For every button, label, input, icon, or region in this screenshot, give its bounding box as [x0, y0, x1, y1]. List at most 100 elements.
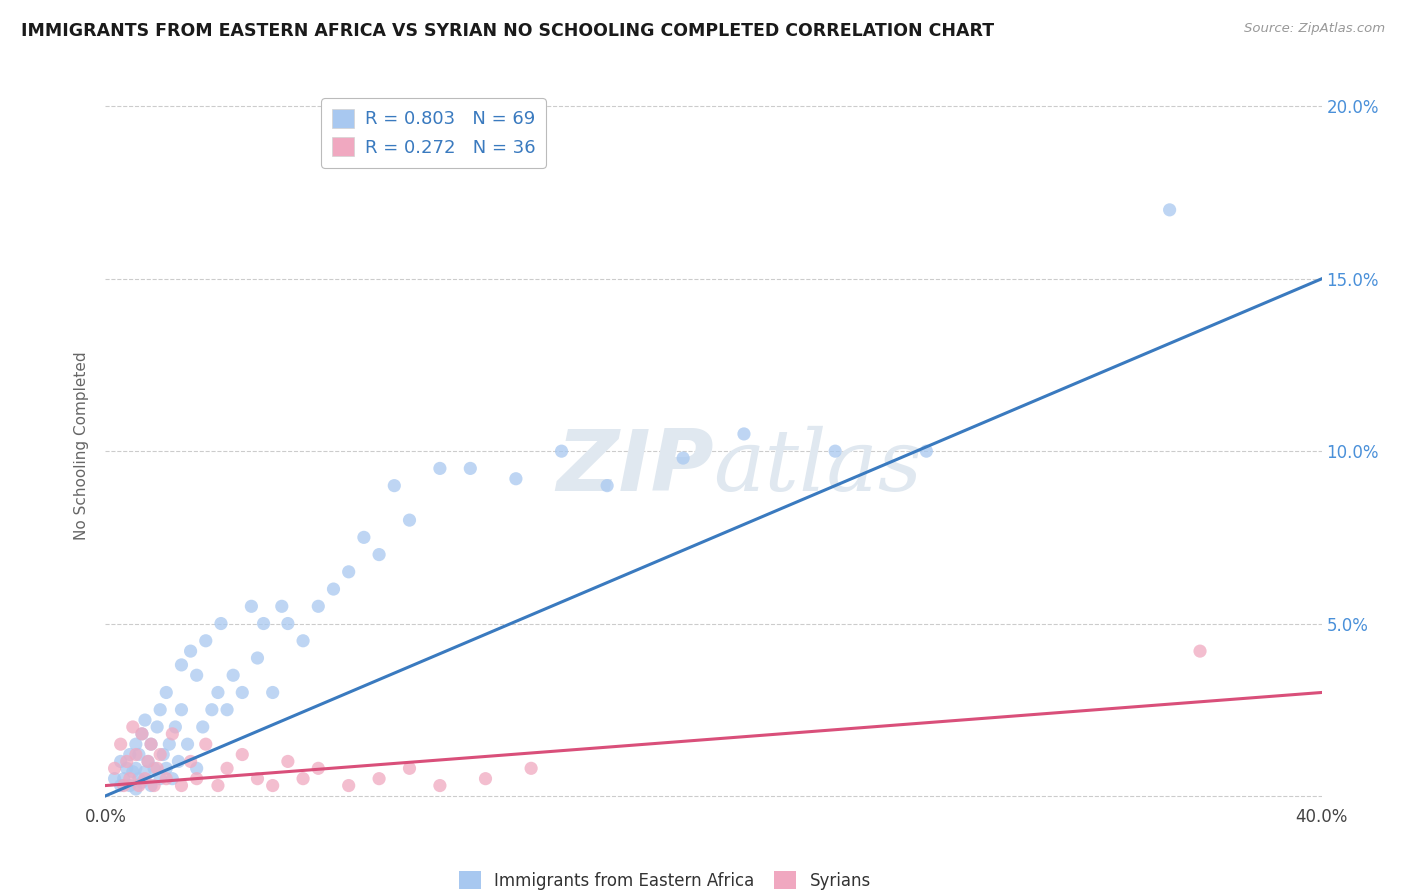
Point — [505, 472, 527, 486]
Y-axis label: No Schooling Completed: No Schooling Completed — [75, 351, 90, 541]
Point — [1159, 202, 1181, 217]
Point — [207, 685, 229, 699]
Point — [118, 779, 141, 793]
Point — [139, 737, 162, 751]
Point — [103, 761, 125, 775]
Point — [121, 720, 143, 734]
Point — [186, 668, 208, 682]
Point — [131, 775, 153, 789]
Point — [231, 747, 253, 762]
Point — [110, 737, 132, 751]
Point — [240, 599, 263, 614]
Point — [157, 737, 180, 751]
Point — [217, 703, 239, 717]
Point — [1188, 644, 1211, 658]
Point — [252, 616, 274, 631]
Point — [118, 747, 141, 762]
Point — [149, 747, 172, 762]
Point — [520, 761, 543, 775]
Point — [136, 755, 159, 769]
Point — [155, 761, 177, 775]
Point — [429, 461, 451, 475]
Point — [136, 755, 159, 769]
Point — [155, 685, 177, 699]
Point — [121, 764, 143, 779]
Legend: Immigrants from Eastern Africa, Syrians: Immigrants from Eastern Africa, Syrians — [453, 864, 877, 892]
Point — [165, 720, 187, 734]
Point — [152, 747, 174, 762]
Point — [217, 761, 239, 775]
Point — [246, 772, 269, 786]
Point — [398, 513, 420, 527]
Text: IMMIGRANTS FROM EASTERN AFRICA VS SYRIAN NO SCHOOLING COMPLETED CORRELATION CHAR: IMMIGRANTS FROM EASTERN AFRICA VS SYRIAN… — [21, 22, 994, 40]
Point — [596, 478, 619, 492]
Point — [262, 779, 284, 793]
Point — [128, 772, 150, 786]
Point — [337, 565, 360, 579]
Point — [209, 616, 232, 631]
Point — [143, 779, 166, 793]
Point — [458, 461, 481, 475]
Point — [128, 779, 150, 793]
Point — [474, 772, 496, 786]
Text: Source: ZipAtlas.com: Source: ZipAtlas.com — [1244, 22, 1385, 36]
Point — [733, 426, 755, 441]
Point — [170, 657, 193, 672]
Point — [307, 761, 329, 775]
Point — [824, 444, 846, 458]
Point — [170, 779, 193, 793]
Point — [112, 779, 135, 793]
Point — [143, 761, 166, 775]
Point — [110, 755, 132, 769]
Point — [128, 747, 150, 762]
Point — [270, 599, 292, 614]
Point — [146, 720, 169, 734]
Point — [134, 764, 156, 779]
Point — [180, 755, 202, 769]
Point — [382, 478, 405, 492]
Point — [134, 713, 156, 727]
Point — [180, 644, 202, 658]
Point — [149, 772, 172, 786]
Point — [353, 530, 375, 544]
Point — [277, 616, 299, 631]
Point — [231, 685, 253, 699]
Point — [125, 761, 148, 775]
Point — [112, 772, 135, 786]
Point — [134, 772, 156, 786]
Point — [915, 444, 938, 458]
Point — [368, 548, 391, 562]
Point — [131, 727, 153, 741]
Point — [368, 772, 391, 786]
Point — [162, 772, 184, 786]
Point — [131, 727, 153, 741]
Point — [115, 755, 138, 769]
Point — [149, 703, 172, 717]
Point — [167, 755, 190, 769]
Point — [186, 772, 208, 786]
Point — [207, 779, 229, 793]
Text: atlas: atlas — [713, 426, 922, 508]
Point — [322, 582, 344, 596]
Text: ZIP: ZIP — [555, 425, 713, 509]
Point — [162, 727, 184, 741]
Point — [429, 779, 451, 793]
Point — [146, 761, 169, 775]
Point — [186, 761, 208, 775]
Point — [125, 782, 148, 797]
Point — [139, 779, 162, 793]
Point — [125, 737, 148, 751]
Point — [139, 737, 162, 751]
Point — [307, 599, 329, 614]
Point — [191, 720, 214, 734]
Point — [550, 444, 572, 458]
Point — [246, 651, 269, 665]
Point — [194, 633, 217, 648]
Point — [103, 772, 125, 786]
Point — [398, 761, 420, 775]
Point — [110, 779, 132, 793]
Point — [222, 668, 245, 682]
Point — [292, 772, 315, 786]
Point — [155, 772, 177, 786]
Point — [277, 755, 299, 769]
